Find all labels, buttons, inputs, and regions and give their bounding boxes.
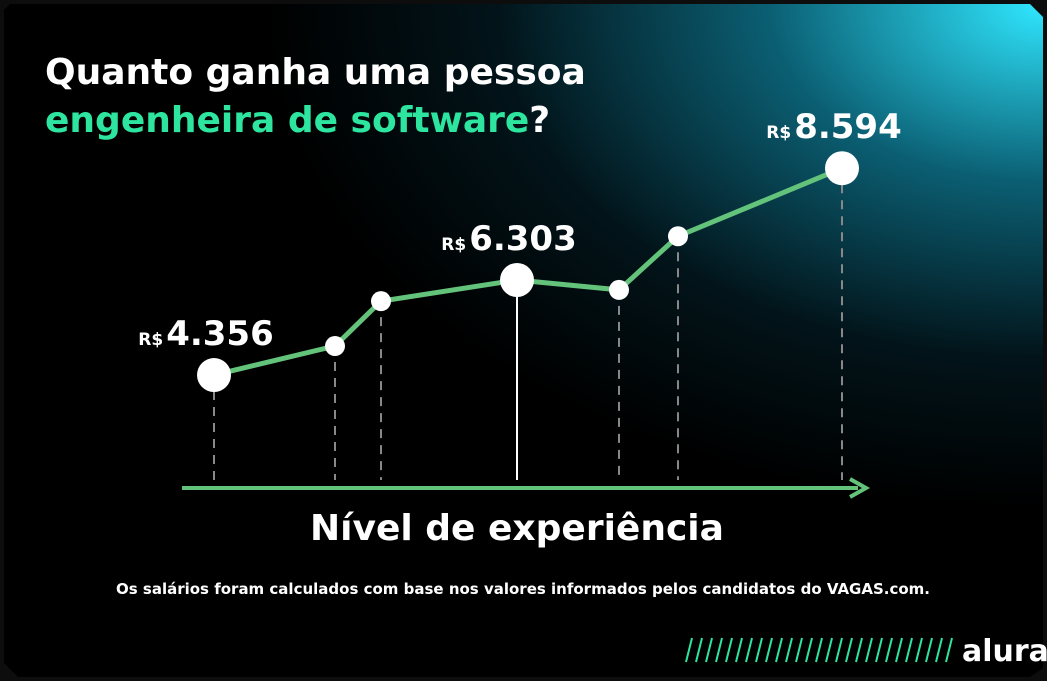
slash: [825, 637, 833, 663]
slash: [805, 637, 813, 663]
point: [668, 226, 688, 247]
slash: [845, 637, 853, 663]
slash: [695, 637, 703, 663]
slash: [835, 637, 843, 663]
slash: [715, 637, 723, 663]
title-end: ?: [529, 100, 550, 141]
point: [371, 291, 391, 312]
slash: [885, 637, 893, 663]
slash: [945, 637, 953, 663]
slash: [725, 637, 733, 663]
slash: [705, 637, 713, 663]
slash: [865, 637, 873, 663]
slash: [685, 637, 693, 663]
slash: [935, 637, 943, 663]
slash: [925, 637, 933, 663]
value-prefix: R$: [441, 235, 466, 255]
point: [325, 336, 345, 357]
point: [609, 279, 629, 300]
slash: [815, 637, 823, 663]
slash: [875, 637, 883, 663]
slash: [795, 637, 803, 663]
value-label: R$4.356: [138, 314, 273, 354]
slash: [735, 637, 743, 663]
slash: [755, 637, 763, 663]
title-line-2: engenheira de software?: [45, 100, 550, 141]
title-line-1: Quanto ganha uma pessoa: [45, 52, 586, 93]
brand-slashes: [685, 637, 953, 663]
title-highlight: engenheira de software: [45, 100, 529, 141]
value-number: 8.594: [794, 107, 902, 147]
footnote: Os salários foram calculados com base no…: [116, 580, 930, 598]
brand-logo: alura: [962, 634, 1047, 669]
value-prefix: R$: [766, 123, 791, 143]
slash: [745, 637, 753, 663]
value-number: 4.356: [166, 314, 274, 354]
slash: [785, 637, 793, 663]
slash: [855, 637, 863, 663]
value-prefix: R$: [138, 330, 163, 350]
point: [825, 151, 859, 186]
point: [500, 263, 534, 298]
point: [197, 358, 231, 393]
slash: [775, 637, 783, 663]
value-label: R$6.303: [441, 219, 576, 259]
slash: [765, 637, 773, 663]
value-label: R$8.594: [766, 107, 901, 147]
slash: [905, 637, 913, 663]
x-axis-label: Nível de experiência: [310, 508, 724, 549]
value-number: 6.303: [469, 219, 577, 259]
slash: [915, 637, 923, 663]
slash: [895, 637, 903, 663]
card: [4, 4, 1043, 677]
arrow-head: [849, 477, 871, 499]
